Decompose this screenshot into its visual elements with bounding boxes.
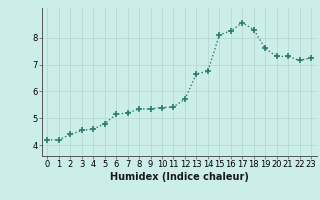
X-axis label: Humidex (Indice chaleur): Humidex (Indice chaleur) [110, 172, 249, 182]
